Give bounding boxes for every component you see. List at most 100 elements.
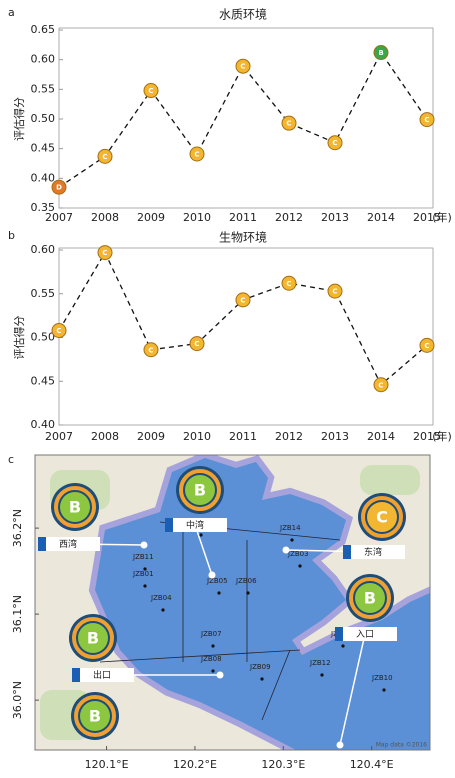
- badge-grade: B: [87, 629, 99, 648]
- point: [235, 292, 251, 308]
- station-label: JZB06: [235, 577, 257, 585]
- grade-label: B: [378, 49, 383, 57]
- station-label: JZB04: [150, 594, 172, 602]
- y-axis-label: 评估得分: [13, 316, 26, 360]
- y-tick-label: 36.2°N: [11, 509, 24, 547]
- point: [235, 58, 251, 74]
- point: [373, 45, 389, 61]
- region-box: [343, 545, 405, 559]
- region-label: 西湾: [59, 538, 77, 550]
- point: [419, 112, 435, 128]
- x-tick-label: 2011: [229, 211, 257, 224]
- x-tick-label: 2015: [413, 211, 441, 224]
- grade-label: C: [332, 288, 337, 296]
- region-marker: [165, 518, 173, 532]
- x-tick-label: 2015: [413, 430, 441, 443]
- point: [189, 336, 205, 352]
- y-tick-label: 0.60: [31, 243, 56, 256]
- grade-label: C: [194, 151, 199, 159]
- point: [97, 148, 113, 164]
- line: [58, 251, 428, 386]
- y-tick-label: 0.55: [31, 82, 56, 95]
- badge-band: [54, 486, 96, 528]
- x-tick-label: 2008: [91, 430, 119, 443]
- station: [341, 644, 345, 648]
- grade-label: C: [240, 296, 245, 304]
- badge-grade: B: [364, 589, 376, 608]
- station: [161, 608, 165, 612]
- map-frame: [34, 454, 431, 751]
- station: [382, 688, 386, 692]
- park: [360, 465, 420, 495]
- point: [419, 337, 435, 353]
- badge-core: [185, 475, 215, 505]
- x-tick-label: 2013: [321, 211, 349, 224]
- line: [58, 51, 428, 188]
- point: [327, 283, 343, 299]
- grade-label: C: [332, 139, 337, 147]
- leader-dot: [208, 571, 216, 579]
- region-label: 出口: [93, 669, 111, 681]
- station: [217, 591, 221, 595]
- station: [143, 567, 147, 571]
- badge-band: [72, 617, 114, 659]
- y-tick-label: 0.50: [31, 331, 56, 344]
- y-tick-label: 0.40: [31, 418, 56, 431]
- badge-core: [60, 492, 90, 522]
- point: [327, 135, 343, 151]
- grade-label: C: [56, 327, 61, 335]
- station-label: JZB05: [206, 577, 228, 585]
- plot-frame: [58, 247, 434, 426]
- region-label: 中湾: [186, 519, 204, 531]
- region-box: [335, 627, 397, 641]
- y-tick-label: 36.0°N: [11, 681, 24, 719]
- y-tick-label: 0.35: [31, 201, 56, 214]
- point: [97, 245, 113, 261]
- leader-dot: [140, 541, 148, 549]
- station-label: JZB03: [287, 550, 309, 558]
- station: [211, 669, 215, 673]
- region-label: 东湾: [364, 546, 382, 558]
- chart-title: 生物环境: [219, 230, 267, 245]
- y-tick-label: 36.1°N: [11, 595, 24, 633]
- x-tick-label: 2012: [275, 430, 303, 443]
- grade-label: D: [56, 184, 62, 192]
- point: [281, 275, 297, 291]
- region-border: [261, 649, 291, 721]
- station: [298, 564, 302, 568]
- station-label: JZB10: [371, 674, 393, 682]
- y-tick-label: 0.50: [31, 112, 56, 125]
- y-tick-label: 0.60: [31, 53, 56, 66]
- x-tick-label: 120.4°E: [350, 758, 394, 771]
- badge-band: [349, 577, 391, 619]
- station: [143, 584, 147, 588]
- badge-core: [80, 701, 110, 731]
- grade-label: C: [102, 249, 107, 257]
- point: [373, 377, 389, 393]
- x-tick-label: 2007: [45, 211, 73, 224]
- x-tick-label: 2007: [45, 430, 73, 443]
- x-tick-label: 2014: [367, 211, 395, 224]
- grade-label: C: [424, 116, 429, 124]
- point: [143, 342, 159, 358]
- x-tick-label: 2009: [137, 430, 165, 443]
- x-tick-label: 2008: [91, 211, 119, 224]
- x-tick-label: 120.1°E: [85, 758, 129, 771]
- point: [281, 115, 297, 131]
- badge-core: [367, 502, 397, 532]
- station-label: JZB08: [200, 655, 222, 663]
- x-axis-label: (年): [432, 210, 452, 224]
- station-label: JZB14: [279, 524, 301, 532]
- x-axis-label: (年): [432, 429, 452, 443]
- attribution: Map data ©2016: [376, 742, 427, 749]
- region-marker: [335, 627, 343, 641]
- badge-grade: B: [89, 707, 101, 726]
- region-box: [165, 518, 227, 532]
- badge-band: [361, 496, 403, 538]
- panel-label: a: [8, 6, 15, 19]
- leader-line: [339, 633, 366, 746]
- badge-band: [179, 469, 221, 511]
- station: [260, 677, 264, 681]
- leader-dot: [336, 741, 344, 749]
